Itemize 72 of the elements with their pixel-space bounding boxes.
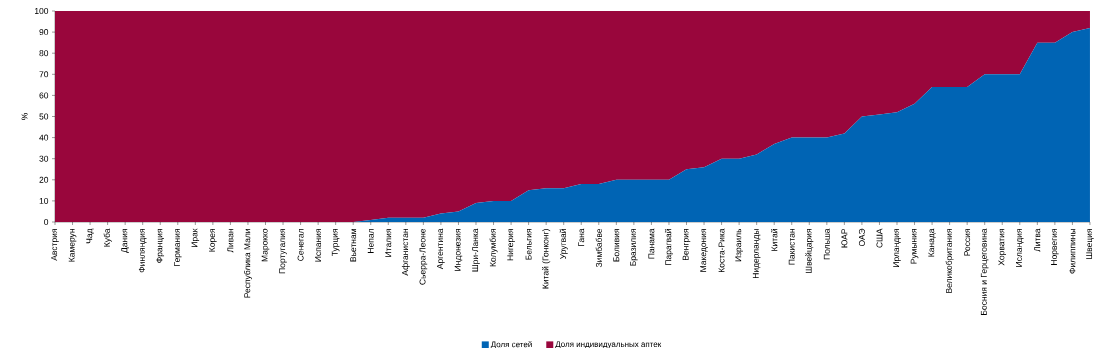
y-tick-label: 30 <box>39 155 49 162</box>
y-tick-label: 60 <box>39 92 49 99</box>
x-tick-label: Венгрия <box>682 229 691 260</box>
y-tick-label: 100 <box>34 8 49 14</box>
x-tick-label: Пакистан <box>788 229 795 265</box>
x-tick-label: Вьетнам <box>350 229 357 262</box>
x-tick-label: Швейцария <box>805 229 814 274</box>
x-tick-label: Дания <box>121 229 129 253</box>
x-tick-label: Бельгия <box>525 229 532 260</box>
x-tick-label: Хорватия <box>998 229 1007 266</box>
x-tick-label: ОАЭ <box>858 228 865 247</box>
x-tick-label: Коста-Рика <box>718 228 725 272</box>
x-tick-label: Сьерра-Леоне <box>419 228 428 285</box>
x-tick-label: Канада <box>928 228 936 257</box>
y-tick-label: 90 <box>39 29 49 36</box>
x-tick-label: Камерун <box>68 229 77 262</box>
x-tick-label: Шри-Ланка <box>472 228 480 272</box>
y-tick-label: 0 <box>44 219 49 225</box>
x-tick-label: Нидерланды <box>752 229 761 279</box>
x-tick-label: Панама <box>648 228 655 259</box>
x-tick-label: Парагвай <box>664 229 673 265</box>
x-tick-label: Боливия <box>613 229 620 262</box>
x-tick-label: Турция <box>331 229 340 257</box>
x-tick-label: США <box>876 228 883 248</box>
x-tick-label: Марокко <box>261 228 270 262</box>
y-tick-label: 50 <box>39 113 49 120</box>
x-tick-label: Португалия <box>279 229 287 274</box>
x-tick-label: Бразилия <box>630 229 638 266</box>
y-tick-label: 10 <box>39 197 49 204</box>
x-tick-label: Польша <box>823 228 830 260</box>
x-tick-label: Австрия <box>51 229 59 261</box>
y-tick-label: 80 <box>39 50 49 57</box>
x-tick-label: Китай (Гонконг) <box>542 229 551 289</box>
x-tick-label: Чад <box>86 228 94 244</box>
y-tick-label: 70 <box>39 71 49 78</box>
x-tick-label: Республика Мали <box>243 229 252 298</box>
x-tick-label: Румыния <box>910 229 919 264</box>
y-tick-label: 40 <box>39 134 49 141</box>
x-tick-label: Китай <box>771 229 778 251</box>
x-tick-label: Афганистан <box>401 229 410 276</box>
x-tick-label: Зимбабве <box>595 228 602 268</box>
x-tick-label: Филиппины <box>1069 229 1076 274</box>
x-tick-label: Непал <box>367 229 374 253</box>
x-tick-label: Израиль <box>735 228 743 262</box>
x-tick-label: Норвегия <box>1051 229 1059 265</box>
x-tick-label: Литва <box>1034 228 1041 252</box>
x-tick-label: Сенегал <box>297 229 304 261</box>
y-axis-title: % <box>21 113 28 120</box>
x-tick-label: ЮАР <box>841 228 848 248</box>
x-tick-label: Уругвай <box>559 229 568 260</box>
x-tick-label: Босния и Герцеговина <box>980 228 989 315</box>
x-tick-label: Нигерия <box>507 229 515 261</box>
x-tick-label: Корея <box>209 229 217 252</box>
x-tick-label: Испания <box>315 229 322 262</box>
x-tick-label: Куба <box>103 228 112 247</box>
x-tick-label: Колумбия <box>489 229 498 267</box>
x-tick-label: Ирак <box>191 228 200 248</box>
x-tick-label: Великобритания <box>945 229 954 293</box>
x-tick-label: Швеция <box>1086 229 1094 259</box>
x-tick-label: Россия <box>964 229 971 256</box>
x-tick-label: Германия <box>174 229 182 266</box>
x-tick-label: Аргентина <box>437 228 445 270</box>
x-tick-label: Ирландия <box>893 229 901 267</box>
x-tick-label: Франция <box>156 229 165 263</box>
y-tick-label: 20 <box>39 176 49 183</box>
x-tick-label: Гана <box>578 228 585 247</box>
x-tick-label: Индонезия <box>454 229 463 271</box>
x-tick-label: Исландия <box>1016 229 1024 267</box>
x-tick-label: Ливан <box>227 229 234 253</box>
x-tick-label: Финляндия <box>138 229 147 273</box>
x-tick-label: Италия <box>385 229 392 257</box>
x-tick-label: Македония <box>700 229 708 272</box>
